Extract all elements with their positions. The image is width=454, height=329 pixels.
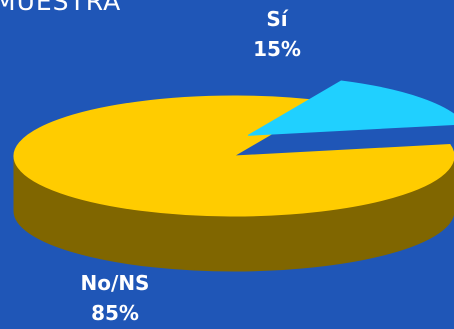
- slice-value-si: 15%: [253, 37, 301, 61]
- slice-label-no-ns: No/NS 85%: [60, 268, 170, 328]
- slice-name-si: Sí: [266, 7, 288, 31]
- slice-name-no-ns: No/NS: [80, 271, 150, 295]
- slice-no-ns: [13, 95, 454, 217]
- slice-value-no-ns: 85%: [91, 301, 139, 325]
- slice-si: [247, 80, 454, 136]
- slice-label-si: Sí 15%: [232, 4, 322, 64]
- chart-title: MUESTRA: [0, 0, 122, 16]
